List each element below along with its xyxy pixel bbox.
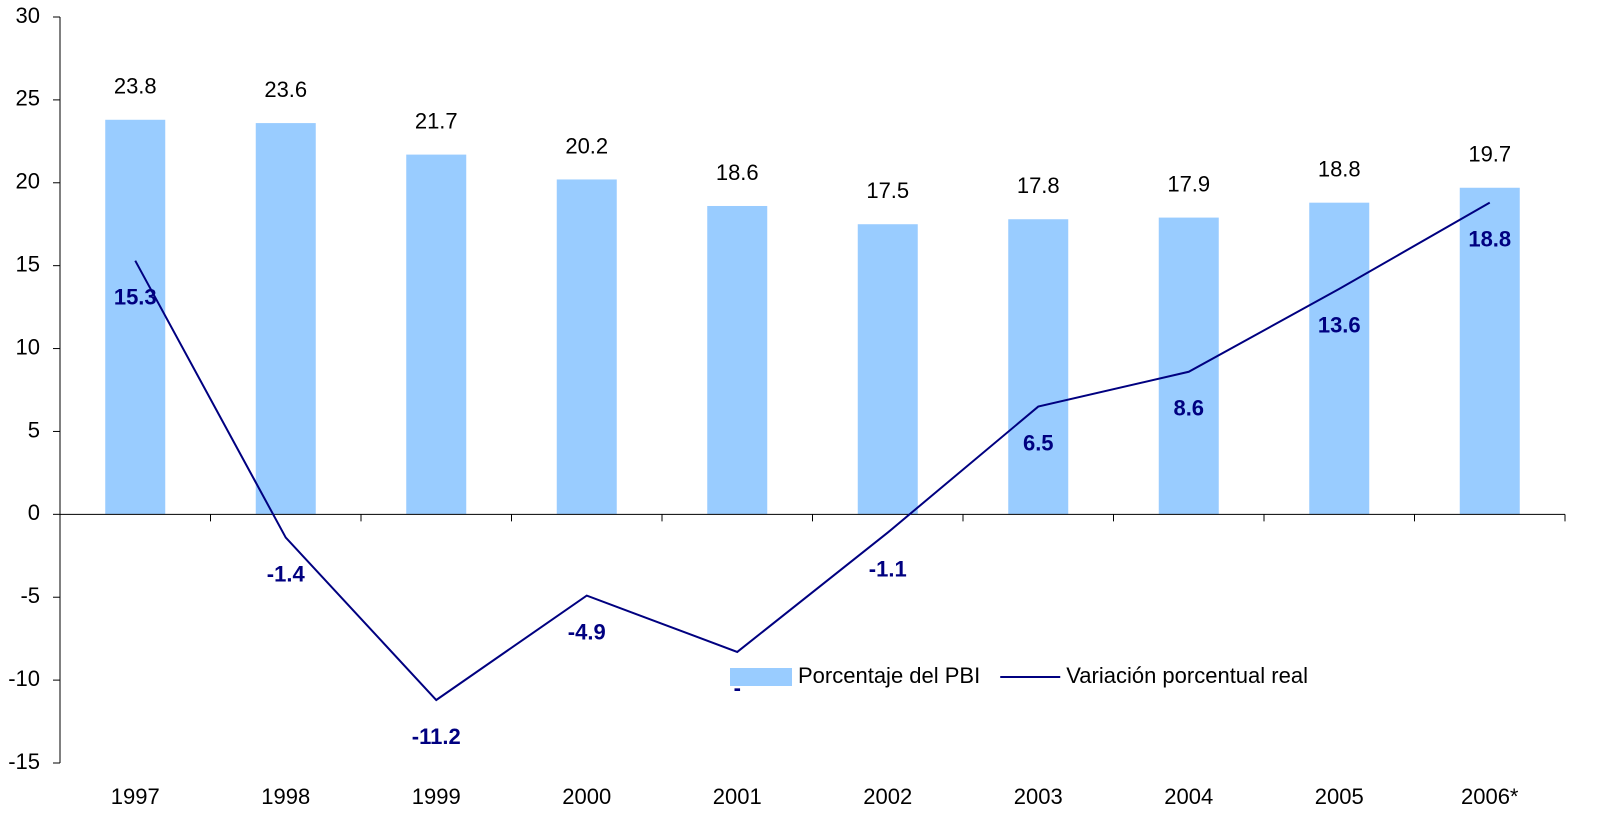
line-value-label: -11.2 bbox=[412, 724, 461, 749]
bar-value-label: 19.7 bbox=[1468, 142, 1511, 167]
bar-value-label: 20.2 bbox=[565, 133, 608, 158]
bar bbox=[707, 205, 768, 515]
bar bbox=[1459, 187, 1520, 515]
y-tick-label: -5 bbox=[20, 583, 40, 608]
bar bbox=[1309, 202, 1370, 515]
x-tick-label: 1998 bbox=[261, 784, 310, 809]
line-value-label: 8.6 bbox=[1173, 396, 1204, 421]
x-tick-label: 2000 bbox=[562, 784, 611, 809]
line-value-label: 18.8 bbox=[1468, 226, 1511, 251]
bar bbox=[857, 224, 918, 515]
bar bbox=[105, 119, 166, 515]
legend-swatch bbox=[730, 668, 792, 686]
x-tick-label: 2003 bbox=[1014, 784, 1063, 809]
line-value-label: -1.4 bbox=[267, 561, 306, 586]
line-value-label: 6.5 bbox=[1023, 430, 1054, 455]
bar-value-label: 23.6 bbox=[264, 77, 307, 102]
y-tick-label: 30 bbox=[16, 3, 40, 28]
line-value-label: -4.9 bbox=[568, 619, 606, 644]
y-tick-label: -10 bbox=[8, 666, 40, 691]
line-value-label: 15.3 bbox=[114, 285, 157, 310]
bar bbox=[556, 179, 617, 515]
y-tick-label: 5 bbox=[28, 417, 40, 442]
line-value-label: 13.6 bbox=[1318, 313, 1361, 338]
bar-value-label: 21.7 bbox=[415, 108, 458, 133]
y-tick-label: 20 bbox=[16, 169, 40, 194]
x-tick-label: 2005 bbox=[1315, 784, 1364, 809]
y-tick-label: 10 bbox=[16, 334, 40, 359]
legend-label: Variación porcentual real bbox=[1066, 663, 1308, 688]
x-tick-label: 2001 bbox=[713, 784, 762, 809]
x-tick-label: 1997 bbox=[111, 784, 160, 809]
bar bbox=[406, 154, 467, 515]
bar-value-label: 23.8 bbox=[114, 74, 157, 99]
x-tick-label: 2002 bbox=[863, 784, 912, 809]
bar bbox=[255, 123, 316, 515]
x-tick-label: 2006* bbox=[1461, 784, 1519, 809]
bar-value-label: 17.9 bbox=[1167, 171, 1210, 196]
y-tick-label: -15 bbox=[8, 749, 40, 774]
x-tick-label: 2004 bbox=[1164, 784, 1213, 809]
y-tick-label: 15 bbox=[16, 251, 40, 276]
line-value-label: -1.1 bbox=[869, 556, 907, 581]
line bbox=[134, 201, 1491, 702]
bar-value-label: 17.8 bbox=[1017, 173, 1060, 198]
y-tick-label: 25 bbox=[16, 86, 40, 111]
line-value-label: - bbox=[734, 676, 741, 701]
legend-label: Porcentaje del PBI bbox=[798, 663, 980, 688]
bar-value-label: 18.8 bbox=[1318, 156, 1361, 181]
y-tick-label: 0 bbox=[28, 500, 40, 525]
bar bbox=[1158, 217, 1219, 515]
bar bbox=[1008, 219, 1069, 515]
bar-value-label: 18.6 bbox=[716, 160, 759, 185]
bar-value-label: 17.5 bbox=[866, 178, 909, 203]
x-tick-label: 1999 bbox=[412, 784, 461, 809]
